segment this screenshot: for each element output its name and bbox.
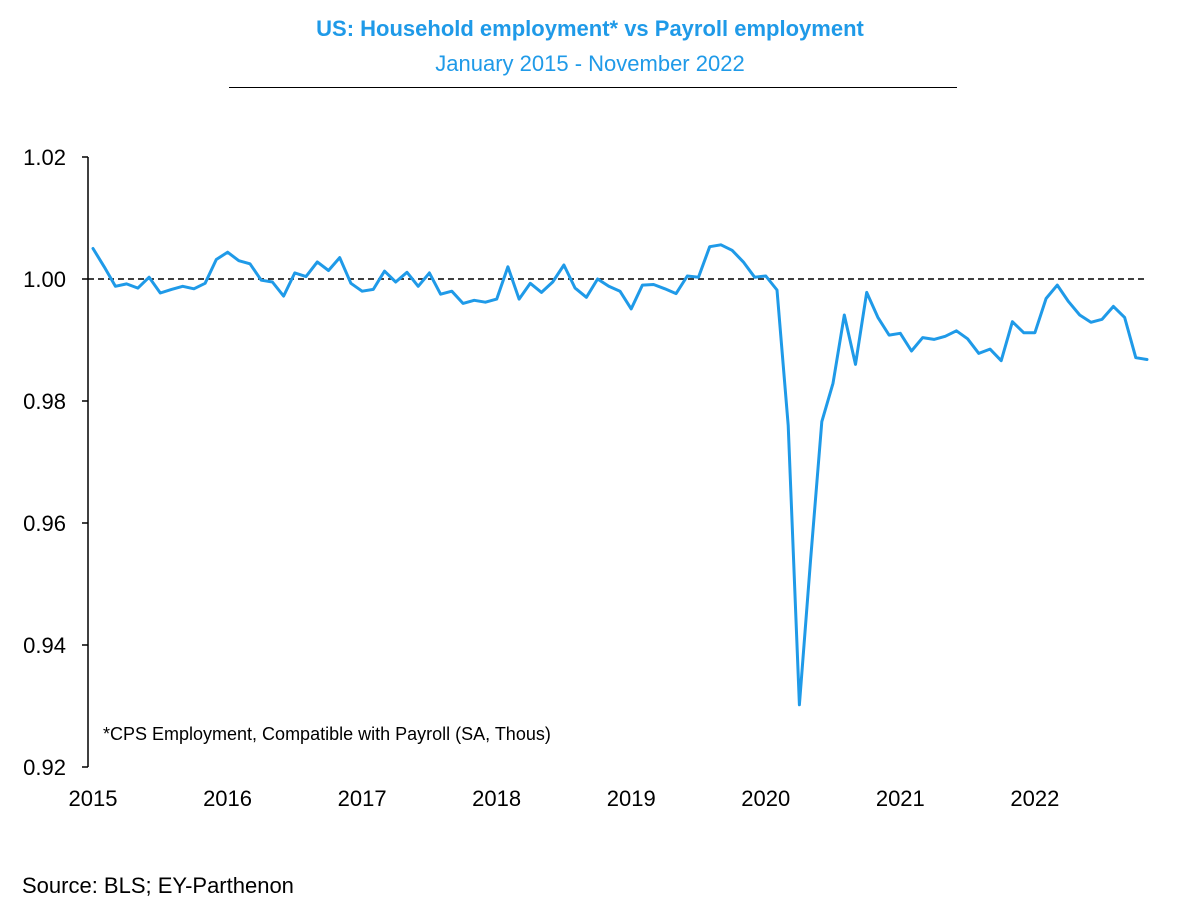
title-underline — [229, 87, 957, 88]
chart-subtitle: January 2015 - November 2022 — [435, 51, 745, 76]
footnote: *CPS Employment, Compatible with Payroll… — [103, 724, 551, 744]
x-tick-label: 2015 — [69, 786, 118, 811]
chart-title: US: Household employment* vs Payroll emp… — [316, 16, 864, 41]
x-tick-label: 2018 — [472, 786, 521, 811]
series-group — [91, 243, 1149, 707]
y-tick-label: 1.02 — [23, 145, 66, 170]
series-line-household-vs-payroll — [91, 243, 1149, 707]
x-tick-label: 2022 — [1010, 786, 1059, 811]
x-tick-label: 2021 — [876, 786, 925, 811]
y-tick-label: 0.94 — [23, 633, 66, 658]
source-note: Source: BLS; EY-Parthenon — [22, 873, 294, 898]
y-tick-label: 0.98 — [23, 389, 66, 414]
x-tick-label: 2016 — [203, 786, 252, 811]
y-tick-label: 0.96 — [23, 511, 66, 536]
y-tick-label: 1.00 — [23, 267, 66, 292]
x-tick-label: 2020 — [741, 786, 790, 811]
y-tick-label: 0.92 — [23, 755, 66, 780]
x-tick-label: 2019 — [607, 786, 656, 811]
x-tick-label: 2017 — [338, 786, 387, 811]
chart-axes: 0.92 0.94 0.96 0.98 1.00 1.02 2015 2016 2017 2018… — [23, 145, 1059, 811]
